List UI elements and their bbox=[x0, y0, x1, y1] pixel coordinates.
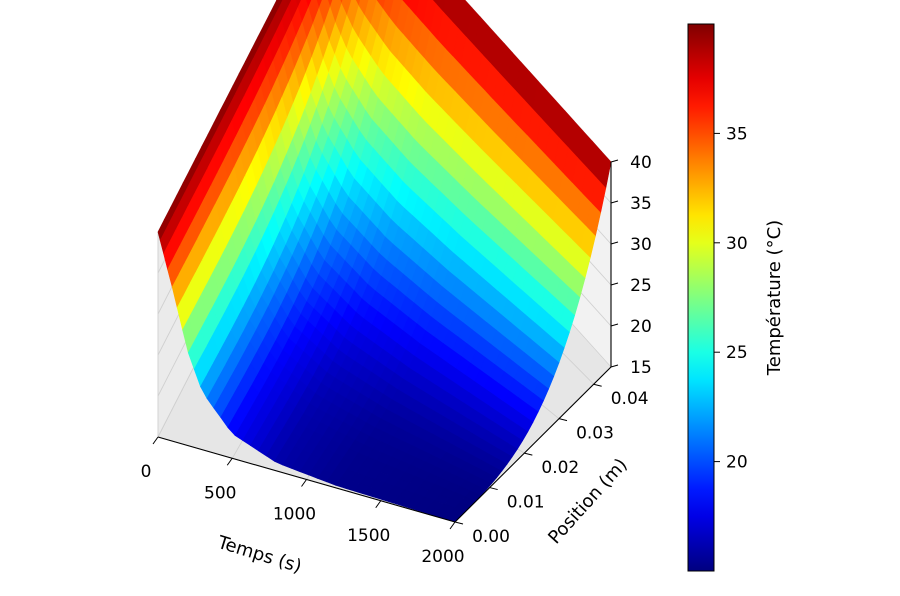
z-tick bbox=[610, 200, 619, 204]
z-tick bbox=[610, 241, 619, 245]
colorbar-gradient bbox=[687, 23, 715, 572]
z-tick-label: 15 bbox=[630, 358, 652, 378]
y-axis-line bbox=[454, 366, 612, 523]
colorbar-tick-label: 25 bbox=[726, 343, 748, 363]
x-tick-label: 500 bbox=[204, 483, 236, 503]
x-tick-label: 1000 bbox=[273, 505, 316, 525]
x-tick bbox=[375, 500, 382, 509]
z-tick-label: 35 bbox=[630, 194, 652, 214]
z-tick-label: 20 bbox=[630, 317, 652, 337]
x-tick bbox=[226, 457, 233, 466]
z-tick bbox=[610, 323, 619, 327]
colorbar-tick-label: 20 bbox=[726, 453, 748, 473]
z-tick bbox=[610, 282, 619, 286]
colorbar-tick-label: 35 bbox=[726, 124, 748, 144]
y-tick-label: 0.04 bbox=[611, 389, 649, 409]
x-tick-label: 0 bbox=[141, 462, 152, 482]
y-tick-label: 0.03 bbox=[576, 424, 614, 444]
colorbar-tick-label: 30 bbox=[726, 234, 748, 254]
y-tick-label: 0.00 bbox=[472, 527, 510, 547]
z-tick-label: 25 bbox=[630, 276, 652, 296]
y-tick bbox=[489, 487, 498, 491]
x-tick bbox=[152, 436, 159, 445]
colorbar: 20 25 30 35 Température (°C) bbox=[687, 23, 785, 572]
x-axis-label: Temps (s) bbox=[214, 532, 304, 578]
y-tick bbox=[524, 452, 533, 456]
y-tick-label: 0.01 bbox=[507, 493, 545, 513]
x-tick-label: 2000 bbox=[421, 547, 464, 567]
y-tick bbox=[454, 521, 464, 525]
z-tick bbox=[610, 159, 619, 163]
y-tick bbox=[593, 383, 602, 387]
z-tick-label: 40 bbox=[630, 153, 652, 173]
x-tick bbox=[301, 479, 307, 487]
colorbar-label: Température (°C) bbox=[764, 220, 785, 376]
y-tick-label: 0.02 bbox=[541, 458, 579, 478]
z-tick-label: 30 bbox=[630, 235, 652, 255]
x-tick-label: 1500 bbox=[347, 526, 390, 546]
temperature-surface bbox=[157, 0, 612, 523]
axes-lines bbox=[152, 159, 619, 530]
y-tick bbox=[558, 418, 568, 422]
z-tick bbox=[610, 364, 619, 368]
x-tick bbox=[449, 521, 456, 530]
